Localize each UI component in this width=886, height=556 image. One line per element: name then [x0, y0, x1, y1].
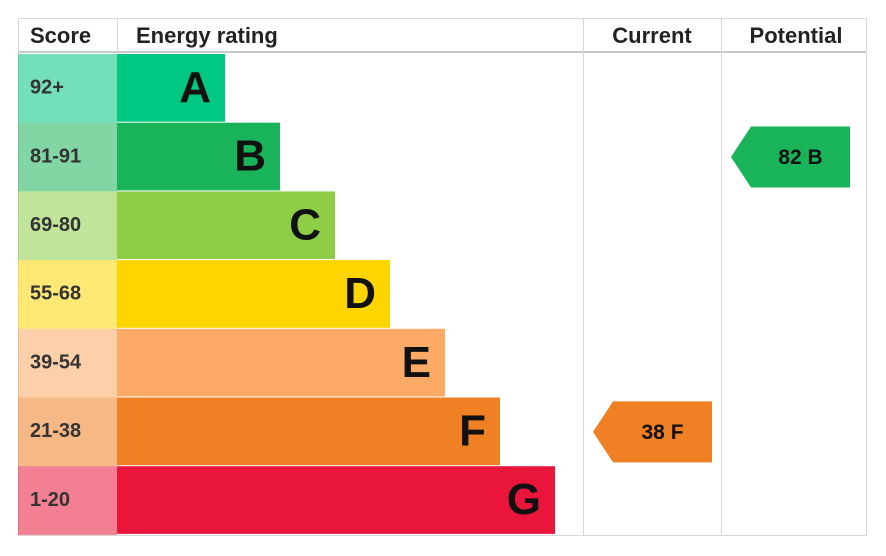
band-letter: A — [179, 63, 211, 112]
score-label: 69-80 — [30, 214, 81, 236]
score-cell — [18, 328, 117, 398]
rating-letter: F — [671, 420, 684, 443]
score-cell — [18, 122, 117, 192]
rating-score: 82 — [778, 146, 801, 169]
score-cell — [18, 397, 117, 467]
rating-label: 82 B — [778, 146, 822, 169]
score-label: 21-38 — [30, 420, 81, 442]
rating-letter: B — [808, 146, 823, 169]
band-bar — [117, 397, 500, 466]
header-energy: Energy rating — [136, 23, 278, 48]
rating-label: 38 F — [641, 420, 683, 443]
score-cell — [18, 466, 117, 535]
score-cell — [18, 260, 117, 329]
header-potential: Potential — [750, 23, 843, 48]
current-arrow: 38 F — [593, 401, 712, 463]
band-letter: G — [507, 475, 541, 524]
band-letter: D — [344, 269, 376, 318]
rating-arrow — [731, 126, 850, 188]
score-label: 55-68 — [30, 283, 81, 305]
score-cell — [18, 191, 117, 261]
band-letter: F — [459, 406, 486, 455]
band-letter: C — [289, 200, 321, 249]
score-cell — [18, 54, 117, 123]
band-bar — [117, 54, 225, 122]
header-score: Score — [30, 23, 91, 48]
band-bar — [117, 191, 335, 260]
band-letter: B — [234, 132, 266, 181]
header-current: Current — [612, 23, 692, 48]
score-label: 92+ — [30, 77, 64, 99]
band-bar — [117, 122, 280, 191]
band-bar — [117, 328, 445, 397]
potential-arrow: 82 B — [731, 126, 850, 188]
rating-arrow — [593, 401, 712, 463]
score-label: 1-20 — [30, 489, 70, 511]
band-bar — [117, 466, 555, 534]
band-bar — [117, 260, 390, 328]
rating-score: 38 — [641, 420, 665, 443]
score-label: 39-54 — [30, 351, 82, 373]
band-letter: E — [402, 338, 431, 387]
score-label: 81-91 — [30, 145, 81, 167]
